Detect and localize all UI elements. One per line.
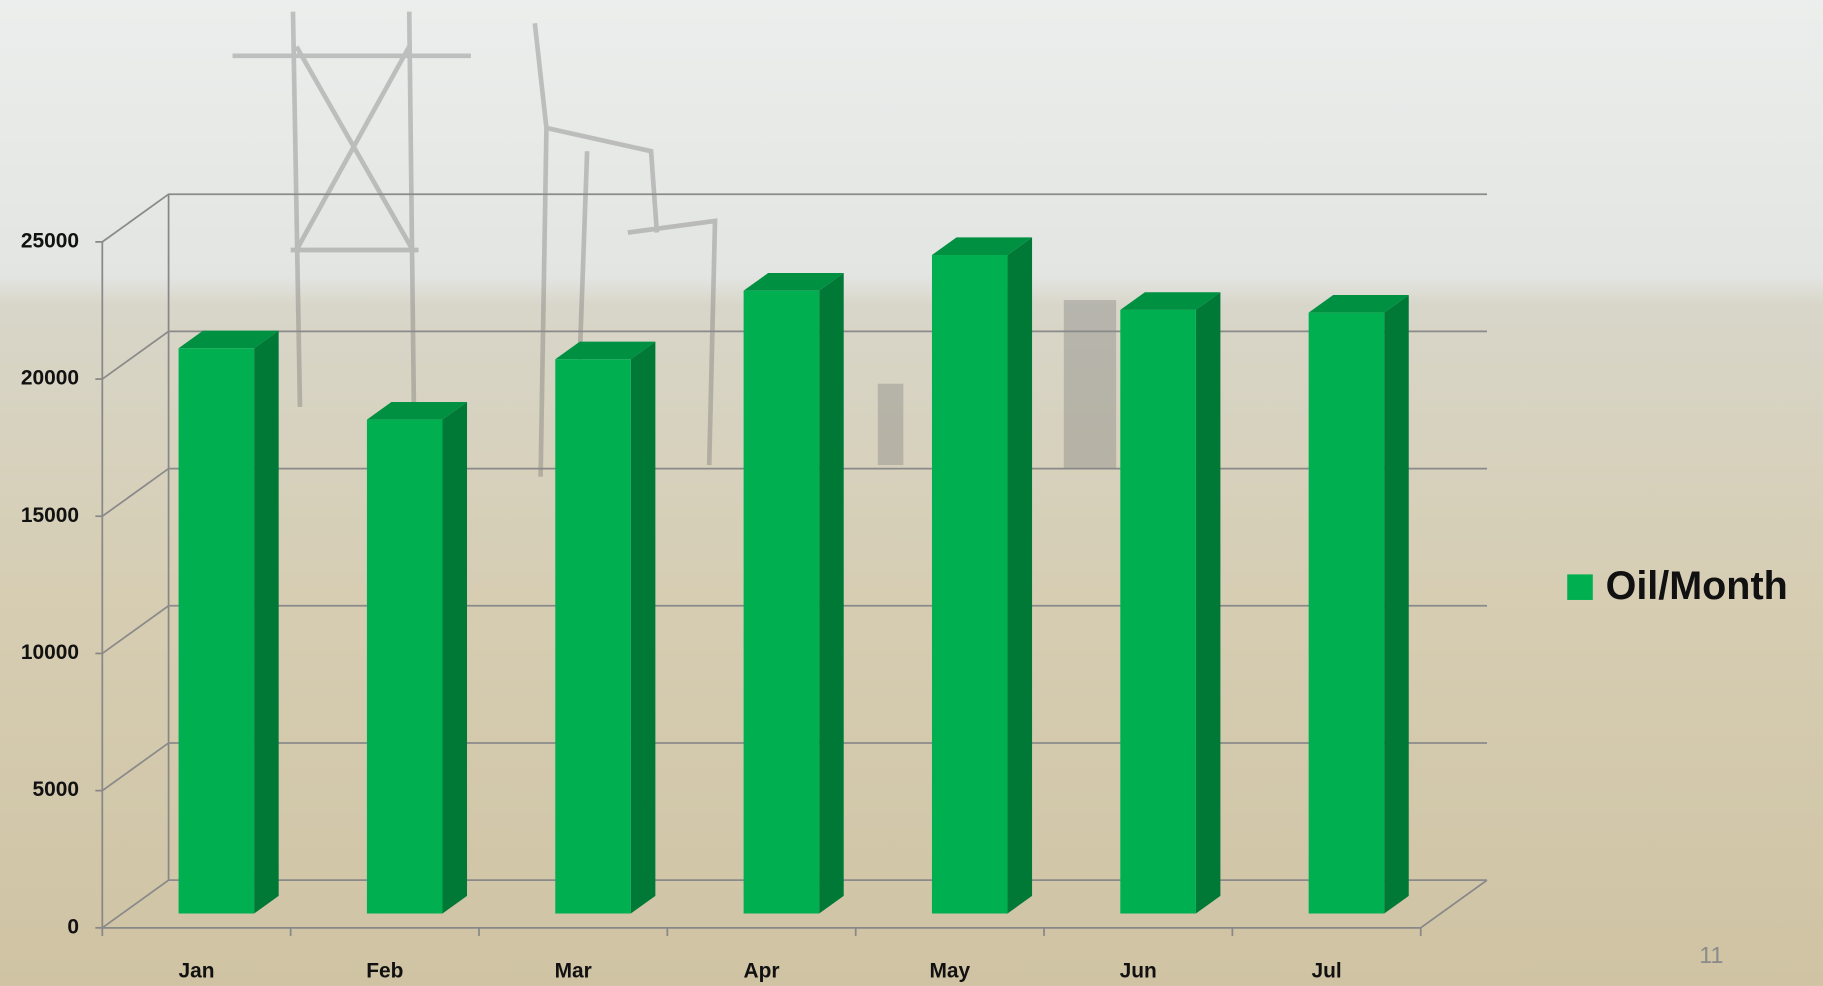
grid-line [101,742,1488,792]
bar [178,330,279,914]
bar-side [819,273,844,914]
bar-side [630,341,656,914]
page-number: 11 [1699,942,1723,968]
bar-front [1308,312,1385,914]
bar-top [743,273,844,291]
bar-side [1195,292,1221,914]
y-tick-label: 5000 [33,778,80,801]
background-scenery [232,11,1117,477]
y-tick-label: 15000 [21,504,79,527]
grid-line [101,193,1488,243]
bar-top [366,402,468,420]
x-tick-label: Feb [366,960,403,983]
bar-front [555,359,631,914]
bar-top [1308,294,1409,313]
legend-swatch [1567,574,1593,600]
x-tick-label: Jul [1311,960,1341,983]
bar-top [931,237,1033,256]
bar-top [555,341,656,360]
bar-front [1120,309,1196,914]
grid-line [101,604,1488,655]
bar [366,402,468,914]
bar-side [254,330,279,914]
bar [555,341,656,914]
x-tick-label: May [930,960,971,983]
grid-line [101,879,1488,929]
x-tick-label: Mar [555,960,592,983]
bar [931,237,1033,914]
y-tick-label: 10000 [21,641,79,664]
bar [1308,294,1409,914]
y-tick-label: 20000 [21,367,79,390]
y-tick-label: 25000 [21,229,79,252]
x-tick-label: Jun [1120,960,1157,983]
legend-label: Oil/Month [1606,564,1788,608]
plot-area: 0 5000 10000 15000 20000 25000 Jan Feb Mar Apr May… [21,193,1488,983]
bar [743,273,844,914]
bar-front [366,419,443,914]
bar-side [1007,237,1033,914]
bar [1120,292,1221,914]
bar-top [1120,292,1221,310]
x-tick-label: Jan [178,960,214,983]
floor-edge [1420,879,1488,929]
grid-line [101,330,1488,380]
bar-side [1384,294,1409,914]
y-tick-label: 0 [67,915,79,938]
bar-side [442,402,468,914]
grid-line [101,467,1488,517]
x-tick-label: Apr [744,960,780,983]
bar-front [178,348,255,914]
bar-top [178,330,279,349]
bars [178,237,1409,914]
bar-front [743,290,820,914]
bar-front [931,255,1008,914]
